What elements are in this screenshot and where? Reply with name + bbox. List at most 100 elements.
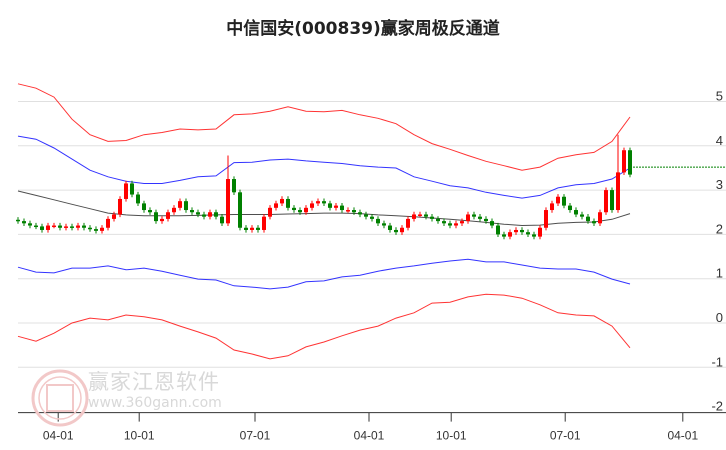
candle-down — [352, 210, 356, 213]
seal-icon — [31, 369, 89, 427]
candle-down — [286, 198, 290, 208]
candle-down — [34, 225, 38, 228]
y-tick-label: -2 — [711, 399, 723, 414]
candle-up — [172, 207, 176, 213]
candle-up — [604, 190, 608, 213]
candle-up — [544, 210, 548, 228]
candle-down — [220, 216, 224, 224]
x-tick-label: 07-01 — [240, 429, 271, 443]
candle-up — [616, 172, 620, 211]
candle-down — [214, 212, 218, 217]
candle-up — [550, 203, 554, 211]
candle-up — [334, 205, 338, 208]
candle-down — [424, 214, 428, 217]
candle-up — [226, 179, 230, 224]
candle-up — [316, 201, 320, 204]
candle-down — [574, 210, 578, 215]
candle-up — [52, 225, 56, 228]
candle-down — [364, 214, 368, 217]
candle-down — [502, 234, 506, 237]
candle-up — [310, 203, 314, 208]
candle-down — [628, 150, 632, 175]
candle-down — [478, 216, 482, 219]
candle-up — [622, 150, 626, 173]
candle-down — [442, 221, 446, 224]
candle-down — [184, 201, 188, 211]
candle-down — [586, 216, 590, 222]
candle-down — [322, 201, 326, 204]
candle-down — [70, 226, 74, 228]
candle-up — [166, 212, 170, 219]
candle-up — [160, 218, 164, 222]
candle-down — [592, 221, 596, 224]
candle-up — [418, 214, 422, 216]
candle-up — [124, 183, 128, 199]
candle-down — [520, 229, 524, 233]
candle-down — [28, 223, 32, 226]
candle-down — [58, 225, 62, 228]
candle-down — [196, 212, 200, 215]
candle-up — [400, 227, 404, 233]
band-lower-outer — [17, 293, 631, 360]
candle-up — [274, 203, 278, 208]
candle-down — [388, 225, 392, 230]
candle-up — [280, 198, 284, 204]
y-tick-label: 5 — [716, 89, 723, 104]
candle-up — [208, 212, 212, 217]
candle-up — [538, 227, 542, 237]
candle-down — [532, 234, 536, 237]
candle-up — [262, 216, 266, 230]
candle-up — [112, 214, 116, 219]
candle-down — [40, 226, 44, 230]
candle-up — [46, 225, 50, 230]
candle-down — [394, 229, 398, 233]
y-tick-label: 3 — [716, 177, 723, 192]
candle-down — [82, 225, 86, 228]
candle-down — [340, 205, 344, 211]
candle-down — [232, 179, 236, 193]
candle-down — [298, 210, 302, 213]
candle-down — [580, 214, 584, 217]
candle-down — [190, 210, 194, 213]
candle-down — [568, 205, 572, 211]
candle-down — [382, 223, 386, 226]
y-tick-label: -1 — [711, 354, 723, 369]
candle-down — [142, 203, 146, 211]
candle-down — [430, 216, 434, 219]
candle-down — [22, 221, 26, 224]
watermark-url: www.360gann.com — [88, 395, 222, 411]
y-tick-label: 1 — [716, 266, 723, 281]
candle-up — [268, 207, 272, 217]
candle-up — [178, 201, 182, 208]
candle-down — [358, 212, 362, 215]
band-lower-inner — [17, 258, 631, 290]
candle-down — [136, 194, 140, 204]
candle-up — [106, 218, 110, 228]
candle-up — [556, 196, 560, 204]
candle-up — [466, 214, 470, 222]
candle-down — [292, 207, 296, 211]
band-upper-outer — [17, 83, 631, 171]
x-tick-label: 07-01 — [550, 429, 581, 443]
x-tick-label: 04-01 — [43, 429, 74, 443]
candle-down — [16, 219, 20, 222]
candle-down — [244, 227, 248, 230]
candle-up — [118, 198, 122, 215]
candle-up — [250, 227, 254, 230]
candle-down — [154, 212, 158, 222]
candle-down — [88, 227, 92, 230]
x-tick-label: 04-01 — [667, 429, 698, 443]
candle-down — [202, 214, 206, 217]
watermark-logo — [30, 368, 90, 433]
candle-down — [472, 214, 476, 217]
candle-down — [562, 196, 566, 206]
candle-down — [256, 227, 260, 230]
candle-down — [238, 192, 242, 228]
band-upper-inner — [17, 135, 631, 199]
candle-up — [508, 232, 512, 237]
candle-up — [598, 212, 602, 224]
candle-down — [496, 225, 500, 235]
candle-up — [514, 229, 518, 233]
candle-down — [448, 223, 452, 226]
candle-up — [64, 226, 68, 228]
